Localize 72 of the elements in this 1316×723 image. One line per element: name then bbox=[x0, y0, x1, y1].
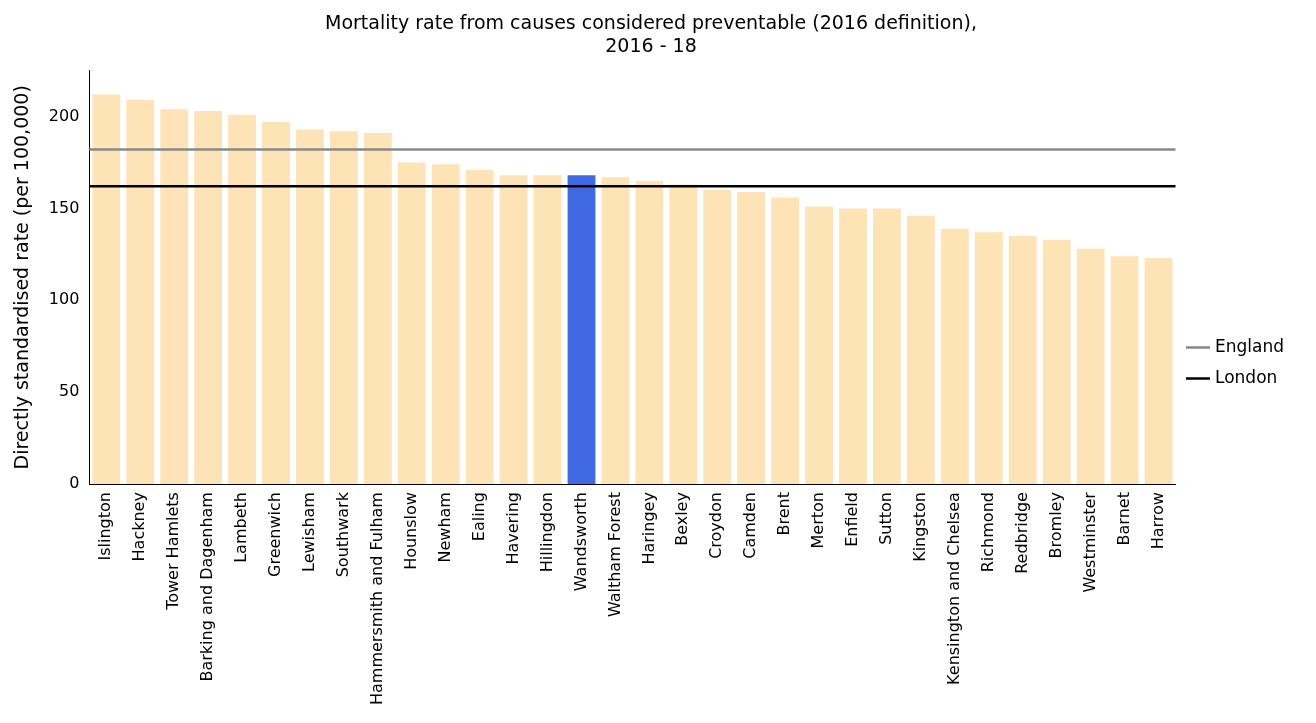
x-tick-label: Camden bbox=[740, 492, 760, 559]
x-tick-label: Lambeth bbox=[231, 492, 251, 563]
bar bbox=[805, 206, 834, 485]
bar bbox=[940, 228, 969, 485]
bar bbox=[1008, 235, 1037, 485]
bar bbox=[194, 111, 223, 485]
x-tick-label: Hammersmith and Fulham bbox=[367, 492, 386, 706]
y-tick-label: 100 bbox=[48, 289, 80, 309]
bar bbox=[737, 191, 766, 485]
x-tick-label: Bexley bbox=[672, 492, 692, 546]
y-tick-label: 50 bbox=[58, 381, 80, 401]
x-tick-label: Ealing bbox=[468, 492, 488, 542]
x-tick-label: Sutton bbox=[876, 492, 896, 545]
y-tick-label: 200 bbox=[48, 105, 80, 125]
bar bbox=[873, 208, 901, 485]
bar bbox=[601, 177, 630, 485]
bar bbox=[703, 190, 732, 485]
bar bbox=[974, 232, 1003, 485]
x-tick-label: Redbridge bbox=[1011, 492, 1031, 574]
x-tick-label: Croydon bbox=[706, 492, 726, 559]
x-tick-label: Kingston bbox=[910, 492, 930, 562]
x-tick-label: Barnet bbox=[1113, 492, 1133, 546]
bar bbox=[363, 133, 392, 485]
bar bbox=[907, 215, 935, 485]
x-tick-label: Westminster bbox=[1079, 491, 1099, 593]
x-tick-label: Brent bbox=[774, 492, 794, 536]
bar bbox=[1144, 258, 1173, 485]
x-tick-label: Haringey bbox=[638, 492, 658, 565]
bar bbox=[839, 208, 867, 485]
bar bbox=[296, 129, 324, 485]
x-tick-label: Islington bbox=[95, 492, 115, 561]
bar bbox=[1110, 256, 1139, 485]
bar bbox=[465, 169, 494, 485]
x-tick-label: Hillingdon bbox=[536, 492, 556, 573]
x-tick-label: Newham bbox=[434, 492, 454, 563]
bar bbox=[635, 180, 664, 485]
x-tick-label: Wandsworth bbox=[570, 492, 590, 592]
bar bbox=[262, 122, 290, 485]
bar bbox=[126, 100, 155, 485]
x-tick-label: Greenwich bbox=[265, 492, 285, 577]
x-tick-label: Hackney bbox=[129, 492, 149, 562]
x-tick-label: Tower Hamlets bbox=[163, 492, 183, 611]
bar bbox=[771, 197, 800, 485]
bar bbox=[431, 164, 460, 485]
x-tick-label: Richmond bbox=[977, 492, 997, 573]
x-tick-label: Harrow bbox=[1147, 492, 1167, 550]
bar bbox=[397, 162, 426, 485]
y-tick-label: 150 bbox=[48, 197, 80, 217]
x-tick-label: Bromley bbox=[1045, 492, 1065, 559]
bar bbox=[499, 175, 528, 485]
bar bbox=[533, 175, 562, 485]
bar bbox=[160, 109, 189, 485]
x-tick-label: Hounslow bbox=[400, 492, 420, 570]
legend-label: England bbox=[1214, 335, 1284, 356]
y-tick-label: 0 bbox=[69, 473, 80, 493]
x-tick-label: Waltham Forest bbox=[604, 492, 624, 618]
legend-label: London bbox=[1214, 366, 1278, 387]
bar bbox=[567, 175, 596, 485]
bar bbox=[1076, 248, 1105, 485]
bar bbox=[1042, 239, 1071, 485]
x-tick-label: Barking and Dagenham bbox=[197, 492, 217, 682]
bar bbox=[329, 131, 358, 485]
bar bbox=[92, 94, 121, 485]
x-tick-label: Kensington and Chelsea bbox=[944, 492, 964, 685]
x-tick-label: Lewisham bbox=[299, 492, 319, 572]
x-tick-label: Merton bbox=[808, 492, 828, 549]
x-tick-label: Southwark bbox=[333, 491, 353, 578]
x-tick-label: Havering bbox=[502, 492, 522, 565]
x-tick-label: Enfield bbox=[842, 492, 862, 547]
chart-title: Mortality rate from causes considered preventable (2016 definition), 2016 - 18 bbox=[325, 11, 977, 57]
bar bbox=[228, 114, 256, 485]
y-axis-title: Directly standardised rate (per 100,000) bbox=[10, 85, 33, 470]
